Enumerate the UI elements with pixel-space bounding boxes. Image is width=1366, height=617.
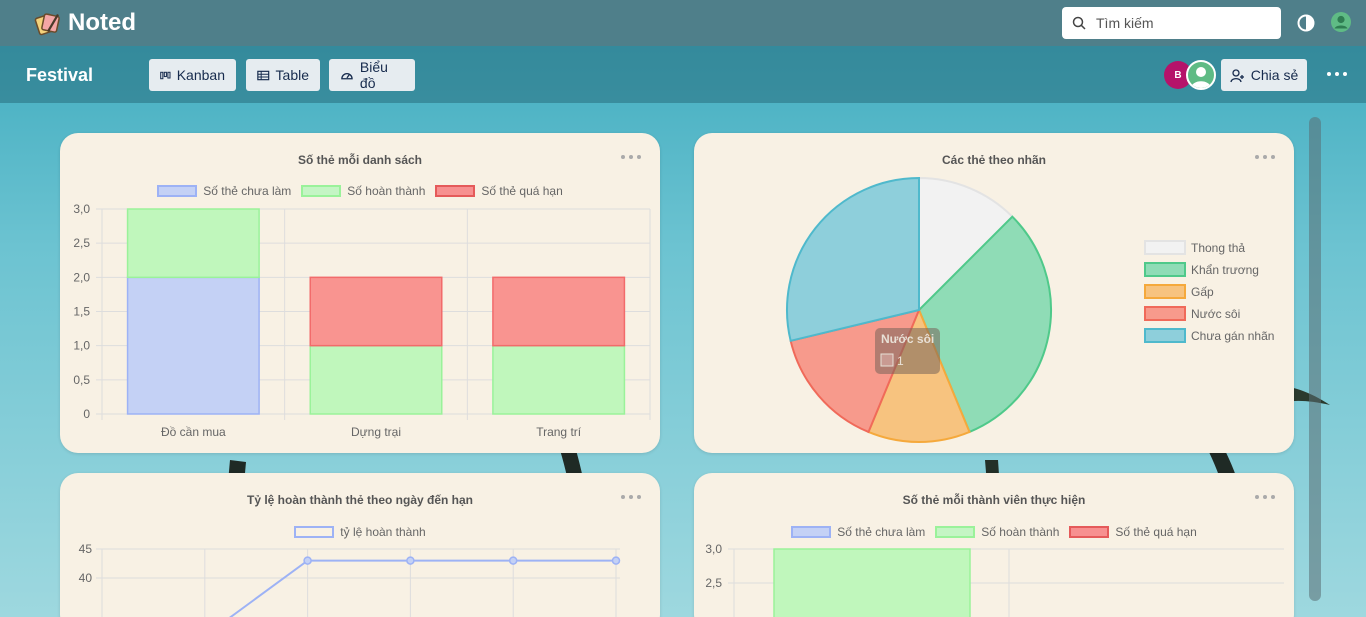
legend-label: Nước sôi xyxy=(1191,307,1240,321)
legend-item[interactable]: Số hoàn thành xyxy=(301,184,425,198)
chart-title: Số thẻ mỗi thành viên thực hiện xyxy=(902,493,1086,507)
gauge-icon xyxy=(341,72,353,79)
kanban-icon xyxy=(160,71,171,79)
legend-swatch xyxy=(1144,262,1186,277)
chart-legend: tỷ lệ hoàn thành xyxy=(60,525,660,539)
legend-item[interactable]: Số thẻ quá hạn xyxy=(1069,525,1197,539)
share-button[interactable]: Chia sẻ xyxy=(1221,59,1307,91)
chart-view-button[interactable]: Biểu đồ xyxy=(329,59,415,91)
pie-slice xyxy=(786,176,920,343)
table-label: Table xyxy=(275,67,309,83)
y-tick-label: 0,5 xyxy=(73,373,90,387)
legend-swatch xyxy=(1144,328,1186,343)
vertical-scrollbar[interactable] xyxy=(1309,117,1321,601)
legend-item[interactable]: tỷ lệ hoàn thành xyxy=(294,525,426,539)
legend-label: Thong thả xyxy=(1191,241,1245,255)
table-icon xyxy=(257,70,270,80)
bar-segment xyxy=(126,208,260,279)
y-tick-label: 2,0 xyxy=(73,270,90,284)
data-point xyxy=(303,556,312,565)
app-name: Noted xyxy=(68,9,136,36)
y-tick-label: 2,5 xyxy=(73,236,90,250)
y-tick-label: 2,5 xyxy=(705,576,722,590)
legend-item[interactable]: Số hoàn thành xyxy=(935,525,1059,539)
tooltip-swatch xyxy=(880,353,894,367)
y-tick-label: 3,0 xyxy=(705,542,722,556)
legend-label: Chưa gán nhãn xyxy=(1191,329,1274,343)
card-more-icon[interactable] xyxy=(1254,494,1276,500)
search-input[interactable] xyxy=(1096,15,1266,31)
table-view-button[interactable]: Table xyxy=(246,59,320,91)
app-logo[interactable]: Noted xyxy=(34,9,136,37)
y-tick-label: 45 xyxy=(79,542,93,556)
search-box[interactable] xyxy=(1062,7,1281,39)
board-title[interactable]: Festival xyxy=(26,65,94,85)
legend-swatch xyxy=(1144,306,1186,321)
y-tick-label: 1,5 xyxy=(73,305,90,319)
top-navbar: Noted xyxy=(0,0,1366,46)
chart-card-cards-per-list: Số thẻ mỗi danh sách Số thẻ chưa làm Số … xyxy=(60,133,660,453)
chart-legend: Số thẻ chưa làm Số hoàn thành Số thẻ quá… xyxy=(694,525,1294,539)
x-tick-label: Trang trí xyxy=(536,425,582,439)
pie-slice xyxy=(917,215,1052,434)
board-header: Festival Kanban Table Biểu đồ B xyxy=(0,46,1366,103)
bar-segment xyxy=(126,276,260,415)
tooltip-value: 1 xyxy=(897,354,904,368)
legend-label: Khẩn trương xyxy=(1191,263,1259,277)
chart-title: Số thẻ mỗi danh sách xyxy=(297,153,423,167)
data-point xyxy=(611,556,621,565)
card-more-icon[interactable] xyxy=(1254,154,1276,160)
chart-title: Tỷ lệ hoàn thành thẻ theo ngày đến hạn xyxy=(246,493,473,507)
add-user-icon xyxy=(1230,68,1244,82)
x-tick-label: Dựng trại xyxy=(351,425,401,439)
stacked-bar-chart: 3,0 2,5 xyxy=(705,542,1284,617)
legend-item[interactable]: Số thẻ quá hạn xyxy=(435,184,563,198)
chart-card-cards-by-label: Các thẻ theo nhãn Thong thả Khẩn trương Gấ… xyxy=(694,133,1294,453)
board-more-icon[interactable] xyxy=(1326,70,1348,78)
y-tick-label: 3,0 xyxy=(73,202,90,216)
stacked-bar-chart: 0 0,5 1,0 1,5 2,0 2,5 3,0 Đồ cần mua Dựng trại Tr… xyxy=(73,202,651,439)
user-icon xyxy=(1191,67,1211,88)
chart-legend: Số thẻ chưa làm Số hoàn thành Số thẻ quá… xyxy=(60,184,660,198)
theme-toggle-icon[interactable] xyxy=(1296,13,1316,33)
legend-swatch xyxy=(1144,284,1186,299)
data-point xyxy=(406,556,415,565)
share-label: Chia sẻ xyxy=(1250,67,1299,83)
account-icon[interactable] xyxy=(1330,11,1352,33)
y-tick-label: 1,0 xyxy=(73,339,90,353)
search-icon xyxy=(1072,16,1086,30)
x-tick-label: Đồ cần mua xyxy=(161,425,226,439)
chart-card-cards-per-member: Số thẻ mỗi thành viên thực hiện Số thẻ c… xyxy=(694,473,1294,617)
pie-slice xyxy=(918,176,1014,313)
y-tick-label: 40 xyxy=(79,571,93,585)
tooltip-title: Nước sôi xyxy=(881,332,934,346)
card-more-icon[interactable] xyxy=(620,154,642,160)
line-chart: 45 40 xyxy=(79,542,621,617)
kanban-view-button[interactable]: Kanban xyxy=(149,59,236,91)
notes-logo-icon xyxy=(34,13,60,36)
legend-item[interactable]: Số thẻ chưa làm xyxy=(791,525,925,539)
bar-segment xyxy=(492,344,626,415)
chart-title: Các thẻ theo nhãn xyxy=(941,153,1046,167)
pie-chart: Thong thả Khẩn trương Gấp Nước sôi Chưa gán … xyxy=(786,176,1274,443)
legend-item[interactable]: Số thẻ chưa làm xyxy=(157,184,291,198)
chart-label: Biểu đồ xyxy=(359,59,388,91)
bar-segment xyxy=(773,548,971,617)
y-tick-label: 0 xyxy=(83,407,90,421)
data-point xyxy=(508,556,518,565)
member-avatar-default[interactable] xyxy=(1186,60,1216,90)
chart-card-completion-rate: Tỷ lệ hoàn thành thẻ theo ngày đến hạn t… xyxy=(60,473,660,617)
bar-segment xyxy=(492,276,626,347)
legend-swatch xyxy=(1144,240,1186,255)
pie-slice xyxy=(867,307,971,443)
bar-segment xyxy=(309,344,443,415)
legend-label: Gấp xyxy=(1191,285,1214,299)
bar-segment xyxy=(309,276,443,347)
kanban-label: Kanban xyxy=(176,67,225,83)
card-more-icon[interactable] xyxy=(620,494,642,500)
